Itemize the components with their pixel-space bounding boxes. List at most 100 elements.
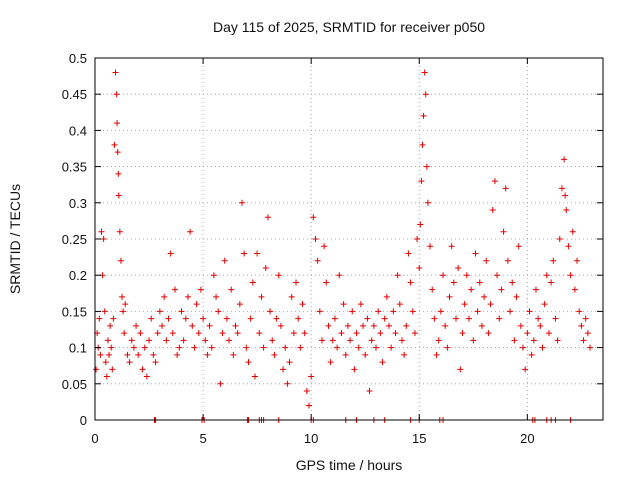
data-point bbox=[353, 330, 360, 337]
data-point bbox=[414, 236, 421, 242]
data-point bbox=[381, 315, 388, 322]
data-point bbox=[234, 330, 241, 337]
data-point bbox=[226, 337, 233, 344]
data-point bbox=[321, 243, 328, 250]
data-point bbox=[124, 351, 131, 358]
data-point bbox=[485, 330, 492, 337]
y-tick-label: 0.2 bbox=[69, 268, 87, 283]
data-point bbox=[364, 315, 371, 322]
data-point bbox=[133, 322, 140, 329]
data-point bbox=[297, 344, 304, 351]
data-point bbox=[115, 192, 122, 199]
data-point bbox=[427, 243, 434, 250]
data-point bbox=[128, 337, 135, 344]
data-point bbox=[204, 351, 211, 358]
data-point bbox=[241, 250, 248, 257]
data-point bbox=[537, 322, 544, 329]
data-point bbox=[102, 359, 109, 366]
data-point bbox=[119, 293, 126, 300]
data-point bbox=[197, 286, 204, 293]
data-point bbox=[411, 330, 418, 337]
data-point bbox=[416, 264, 423, 271]
data-point bbox=[543, 272, 550, 279]
y-tick-label: 0.4 bbox=[69, 123, 87, 138]
data-point bbox=[230, 351, 237, 358]
data-point bbox=[243, 344, 250, 351]
data-point bbox=[419, 141, 426, 148]
data-point bbox=[247, 315, 254, 322]
data-point bbox=[126, 359, 133, 366]
data-point bbox=[176, 344, 183, 351]
data-point bbox=[110, 315, 117, 322]
data-point bbox=[115, 170, 122, 177]
data-point bbox=[465, 315, 472, 322]
chart-title: Day 115 of 2025, SRMTID for receiver p05… bbox=[213, 19, 485, 35]
data-point bbox=[171, 286, 178, 293]
data-point bbox=[569, 228, 576, 235]
data-point bbox=[163, 337, 170, 344]
data-point bbox=[524, 330, 531, 337]
data-point bbox=[114, 149, 121, 156]
data-point bbox=[409, 308, 416, 315]
data-point bbox=[472, 250, 479, 257]
data-point bbox=[362, 351, 369, 358]
data-point bbox=[100, 236, 107, 242]
data-point bbox=[200, 315, 207, 322]
y-tick-label: 0.25 bbox=[62, 232, 87, 247]
data-point bbox=[139, 366, 146, 373]
data-point bbox=[306, 402, 313, 409]
data-point bbox=[221, 257, 228, 264]
data-point bbox=[96, 315, 103, 322]
axis-tick-labels: 0 5 10 15 20 0 0.05 0.1 0.15 0.2 0.25 0.3 0.35 0.4 0.4… bbox=[62, 51, 535, 446]
data-point bbox=[407, 279, 414, 286]
data-point bbox=[260, 344, 267, 351]
data-point bbox=[213, 293, 220, 300]
data-point bbox=[146, 337, 153, 344]
data-point bbox=[377, 330, 384, 337]
data-point bbox=[327, 359, 334, 366]
data-point bbox=[193, 301, 200, 308]
data-point bbox=[232, 322, 239, 329]
data-point bbox=[329, 337, 336, 344]
data-point bbox=[433, 351, 440, 358]
data-point bbox=[401, 351, 408, 358]
data-point bbox=[502, 185, 509, 192]
data-point bbox=[295, 315, 302, 322]
data-point bbox=[135, 351, 142, 358]
data-point bbox=[284, 380, 291, 387]
x-tick-label: 20 bbox=[520, 431, 534, 446]
data-point bbox=[366, 388, 373, 395]
data-point bbox=[159, 322, 166, 329]
data-point bbox=[360, 322, 367, 329]
y-axis-label: SRMTID / TECUs bbox=[7, 184, 23, 294]
data-point bbox=[435, 337, 442, 344]
y-tick-label: 0.45 bbox=[62, 87, 87, 102]
data-point bbox=[520, 344, 527, 351]
data-point bbox=[478, 322, 485, 329]
data-point bbox=[474, 308, 481, 315]
data-point bbox=[331, 315, 338, 322]
data-point bbox=[513, 293, 520, 300]
data-point bbox=[444, 344, 451, 351]
data-point bbox=[336, 272, 343, 279]
data-point bbox=[104, 337, 111, 344]
y-tick-label: 0.15 bbox=[62, 304, 87, 319]
data-point bbox=[269, 337, 276, 344]
data-point bbox=[390, 308, 397, 315]
y-tick-label: 0.5 bbox=[69, 51, 87, 66]
data-point bbox=[463, 272, 470, 279]
data-point bbox=[584, 330, 591, 337]
x-tick-label: 5 bbox=[199, 431, 206, 446]
data-point bbox=[301, 330, 308, 337]
data-point bbox=[461, 301, 468, 308]
data-point bbox=[122, 301, 129, 308]
data-point bbox=[208, 344, 215, 351]
data-point bbox=[236, 301, 243, 308]
y-tick-label: 0.35 bbox=[62, 160, 87, 175]
data-point bbox=[571, 286, 578, 293]
data-point bbox=[286, 359, 293, 366]
data-point bbox=[420, 112, 427, 119]
data-point bbox=[576, 308, 583, 315]
data-point bbox=[325, 322, 332, 329]
